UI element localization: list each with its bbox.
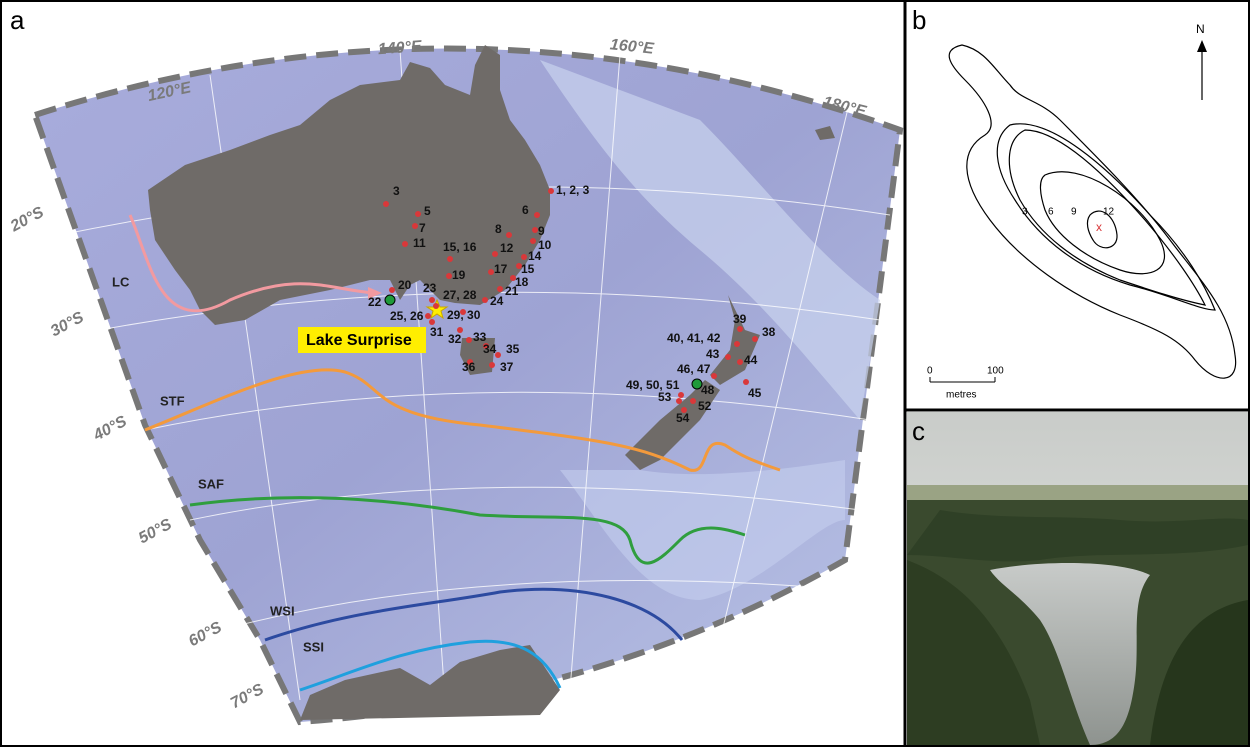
site-dot	[402, 241, 408, 247]
contour-label: 12	[1103, 207, 1115, 218]
site-label: 34	[483, 342, 497, 356]
site-label: 31	[430, 325, 444, 339]
site-dot	[466, 337, 472, 343]
site-dot	[489, 362, 495, 368]
site-label: 46, 47	[677, 362, 711, 376]
north-label: N	[1196, 22, 1205, 36]
site-dot	[425, 313, 431, 319]
contour-label: 3	[1022, 207, 1028, 218]
site-dot	[534, 212, 540, 218]
contour-label: 6	[1048, 207, 1054, 218]
site-dot	[415, 211, 421, 217]
site-label: 44	[744, 353, 758, 367]
site-label: 22	[368, 295, 382, 309]
site-dot	[447, 256, 453, 262]
site-label: 32	[448, 332, 462, 346]
site-label: 45	[748, 386, 762, 400]
site-dot	[743, 379, 749, 385]
site-label: 53	[658, 390, 672, 404]
front-label: LC	[112, 274, 130, 289]
site-dot	[429, 297, 435, 303]
site-dot	[734, 341, 740, 347]
panel-label: a	[10, 5, 25, 35]
site-label: 29, 30	[447, 308, 481, 322]
site-label: 36	[462, 360, 476, 374]
site-dot	[737, 359, 743, 365]
site-dot	[548, 188, 554, 194]
site-label: 12	[500, 241, 514, 255]
scale-label: 0	[927, 366, 933, 377]
site-label: 15	[521, 262, 535, 276]
figure: abc120°E140°E160°E180°E20°S30°S40°S50°S6…	[0, 0, 1250, 747]
front-label: WSI	[270, 603, 295, 618]
site-label: 17	[494, 262, 508, 276]
site-dot	[506, 232, 512, 238]
site-label: 6	[522, 203, 529, 217]
site-label: 15, 16	[443, 240, 477, 254]
site-label: 1, 2, 3	[556, 183, 590, 197]
site-label: 23	[423, 281, 437, 295]
site-label: 37	[500, 360, 514, 374]
site-label: 35	[506, 342, 520, 356]
site-dot	[492, 251, 498, 257]
site-label: 24	[490, 294, 504, 308]
site-dot	[497, 286, 503, 292]
site-label: 27, 28	[443, 288, 477, 302]
site-label: 25, 26	[390, 309, 424, 323]
site-label: 40, 41, 42	[667, 331, 721, 345]
site-dot	[389, 287, 395, 293]
site-dot	[429, 319, 435, 325]
site-label: 43	[706, 347, 720, 361]
site-label: 9	[538, 224, 545, 238]
core-mark: x	[1096, 220, 1102, 234]
site-dot	[690, 398, 696, 404]
site-label: 52	[698, 399, 712, 413]
site-label: 14	[528, 249, 542, 263]
site-label: 3	[393, 184, 400, 198]
site-label: 5	[424, 204, 431, 218]
site-label: 11	[413, 236, 426, 250]
site-dot	[752, 336, 758, 342]
site-label: 54	[676, 411, 690, 425]
site-dot	[385, 295, 395, 305]
site-label: 21	[505, 284, 519, 298]
site-label: 38	[762, 325, 776, 339]
site-dot	[521, 254, 527, 260]
site-label: 20	[398, 278, 412, 292]
lake-label: Lake Surprise	[306, 332, 412, 349]
scale-label: 100	[987, 366, 1004, 377]
panel-label: b	[912, 5, 926, 35]
site-dot	[530, 238, 536, 244]
site-label: 7	[419, 221, 426, 235]
photo	[907, 412, 1248, 745]
longitude-label: 140°E	[377, 38, 423, 58]
front-label: STF	[160, 393, 185, 408]
front-label: SAF	[198, 476, 224, 491]
site-label: 39	[733, 312, 747, 326]
site-dot	[711, 373, 717, 379]
contour-label: 9	[1071, 207, 1077, 218]
site-label: 49, 50, 51	[626, 378, 680, 392]
site-dot	[433, 303, 439, 309]
site-dot	[725, 354, 731, 360]
site-label: 19	[452, 268, 466, 282]
site-dot	[737, 326, 743, 332]
site-dot	[495, 352, 501, 358]
panel-label: c	[912, 416, 925, 446]
site-dot	[482, 297, 488, 303]
site-dot	[678, 392, 684, 398]
site-dot	[383, 201, 389, 207]
site-label: 8	[495, 222, 502, 236]
site-dot	[412, 223, 418, 229]
scale-unit: metres	[946, 390, 977, 401]
front-label: SSI	[303, 639, 324, 654]
site-dot	[676, 398, 682, 404]
site-label: 48	[701, 383, 715, 397]
